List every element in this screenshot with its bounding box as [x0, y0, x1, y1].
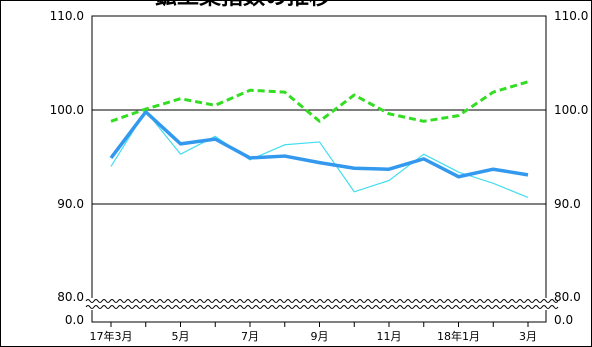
y-tick-left-110: 110.0: [50, 9, 84, 23]
axis-break: [85, 298, 559, 310]
y-tick-left-0: 0.0: [65, 313, 84, 327]
x-tick-label: 7月: [241, 330, 259, 343]
y-tick-right-0: 0.0: [554, 313, 573, 327]
y-tick-left-80: 80.0: [57, 290, 84, 304]
x-tick-label: 17年3月: [90, 329, 133, 343]
x-tick-label: 9月: [311, 330, 329, 343]
series-line-0: [110, 80, 529, 123]
y-tick-right-110: 110.0: [554, 9, 588, 23]
x-tick-label: 11月: [377, 330, 402, 343]
series-line-2: [110, 110, 529, 198]
x-tick-label: 5月: [172, 330, 190, 343]
y-tick-right-80: 80.0: [554, 290, 581, 304]
y-tick-left-90: 90.0: [57, 197, 84, 211]
series-line-1: [109, 110, 529, 179]
x-axis-ticks: 17年3月 5月 7月 9月 11月 18年1月 3月: [90, 322, 537, 343]
series-layer: [109, 80, 529, 198]
x-tick-label: 3月: [519, 330, 537, 343]
x-tick-label: 18年1月: [437, 329, 480, 343]
y-tick-right-90: 90.0: [554, 197, 581, 211]
y-tick-right-100: 100.0: [554, 103, 588, 117]
chart-title: 鉱工業指数の推移: [155, 0, 331, 10]
y-tick-left-100: 100.0: [50, 103, 84, 117]
